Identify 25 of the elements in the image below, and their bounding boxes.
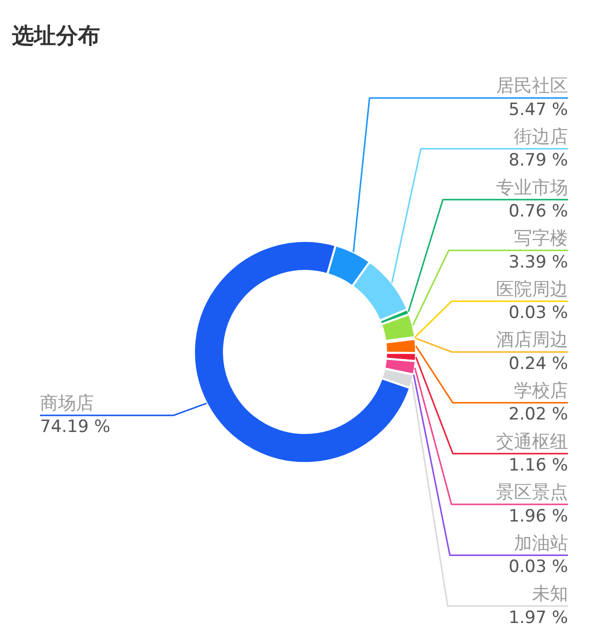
slice-label: 居民社区 (496, 76, 568, 97)
data-label: 2.02 % (508, 404, 568, 425)
data-label: 74.19 % (40, 417, 110, 438)
data-label: 1.97 % (508, 608, 568, 628)
data-label: 0.24 % (508, 354, 568, 374)
slice-label: 未知 (532, 584, 568, 605)
slice-label: 交通枢纽 (496, 431, 568, 452)
slice-label: 写字楼 (514, 228, 568, 250)
slice-label: 商场店 (40, 392, 94, 414)
data-label: 8.79 % (508, 150, 568, 171)
data-label: 3.39 % (508, 252, 568, 272)
data-label: 1.16 % (508, 456, 568, 476)
data-label: 0.03 % (508, 303, 568, 324)
slice-label: 学校店 (514, 380, 568, 402)
data-label: 5.47 % (508, 100, 568, 120)
chart-title: 选址分布 (12, 24, 100, 50)
slice-label: 医院周边 (496, 278, 568, 300)
data-label: 0.03 % (508, 557, 568, 578)
slice-label: 景区景点 (496, 482, 568, 504)
slice-label: 酒店周边 (496, 330, 568, 351)
slice-label: 专业市场 (496, 177, 568, 198)
slice-label: 街边店 (514, 126, 568, 148)
data-label: 1.96 % (508, 506, 568, 526)
data-label: 0.76 % (508, 202, 568, 222)
slice-label: 加油站 (514, 532, 568, 554)
